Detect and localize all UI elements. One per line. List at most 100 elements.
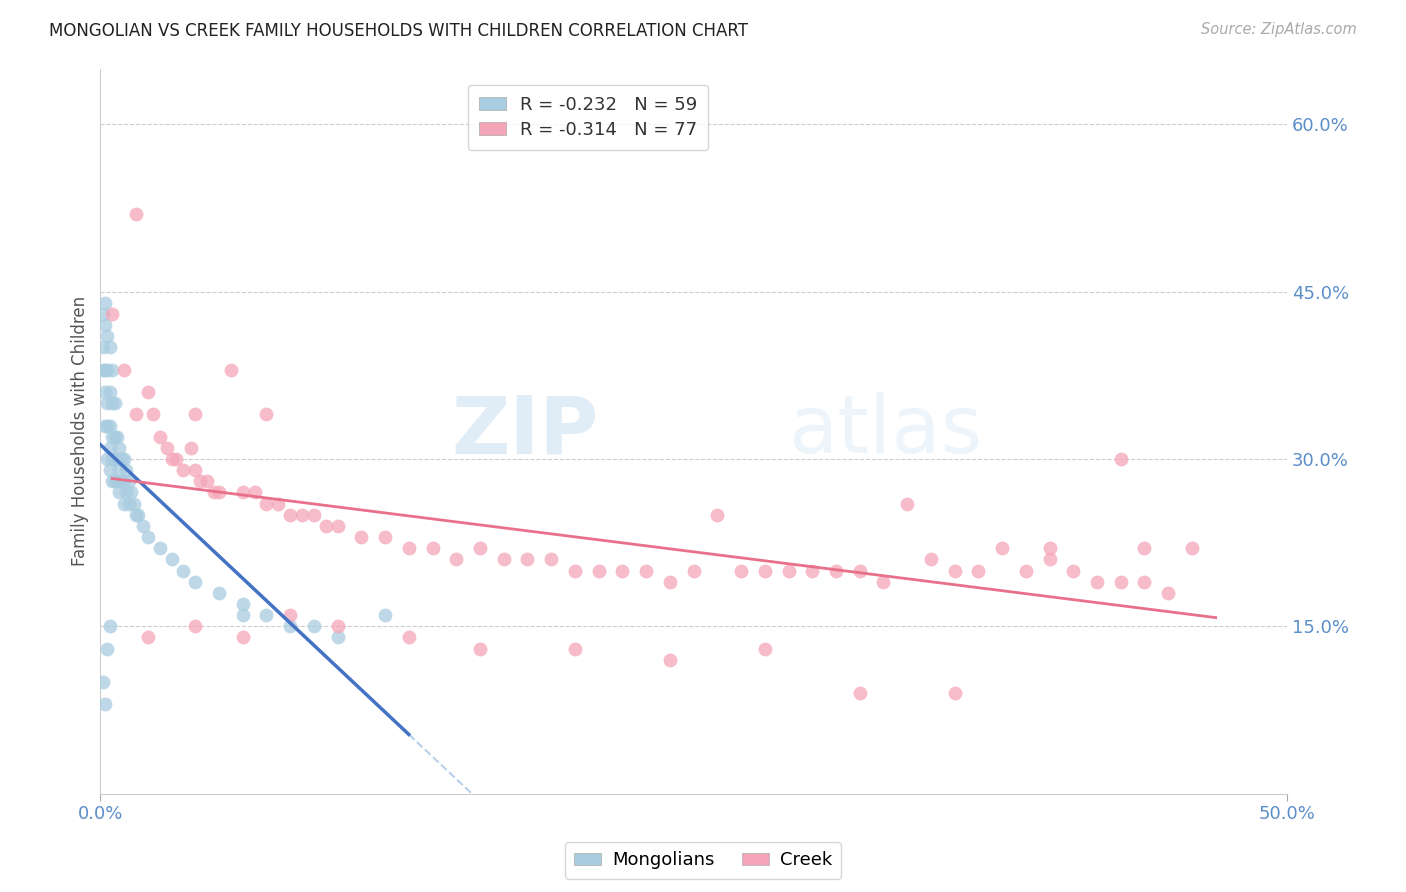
Point [115,485,138,500]
Point [98,463,121,477]
Point [149,541,172,556]
Point [658,574,681,589]
Y-axis label: Family Households with Children: Family Households with Children [72,296,89,566]
Point [302,619,325,633]
Point [180,441,202,455]
Point [267,497,290,511]
Point [1015,564,1038,578]
Point [103,475,125,489]
Point [398,541,420,556]
Point [896,497,918,511]
Point [291,508,314,522]
Point [105,475,128,489]
Point [165,452,187,467]
Text: ZIP: ZIP [451,392,599,470]
Point [111,475,134,489]
Point [256,497,278,511]
Point [612,564,634,578]
Point [94,318,117,332]
Point [706,508,728,522]
Point [105,430,128,444]
Point [943,686,966,700]
Point [184,463,207,477]
Point [398,631,420,645]
Point [1133,541,1156,556]
Point [588,564,610,578]
Point [149,430,172,444]
Point [943,564,966,578]
Point [98,619,121,633]
Point [991,541,1014,556]
Point [778,564,800,578]
Point [96,329,118,343]
Point [96,452,118,467]
Point [730,564,752,578]
Point [94,698,117,712]
Point [232,608,254,623]
Point [682,564,704,578]
Point [1062,564,1084,578]
Point [208,586,231,600]
Point [96,396,118,410]
Point [101,475,124,489]
Point [848,686,870,700]
Point [94,295,117,310]
Point [94,363,117,377]
Point [754,641,776,656]
Legend: R = -0.232   N = 59, R = -0.314   N = 77: R = -0.232 N = 59, R = -0.314 N = 77 [468,85,709,150]
Point [120,485,142,500]
Point [142,408,165,422]
Text: Source: ZipAtlas.com: Source: ZipAtlas.com [1201,22,1357,37]
Point [801,564,824,578]
Point [278,608,301,623]
Point [492,552,515,566]
Point [111,452,134,467]
Point [184,408,207,422]
Point [136,385,159,400]
Point [1038,552,1060,566]
Point [540,552,562,566]
Point [243,485,266,500]
Point [112,452,135,467]
Point [108,485,131,500]
Point [98,340,121,354]
Point [103,430,125,444]
Point [91,675,114,690]
Point [184,574,207,589]
Point [156,441,179,455]
Point [1109,574,1132,589]
Point [374,530,396,544]
Point [446,552,468,566]
Point [468,641,491,656]
Point [1181,541,1204,556]
Point [172,463,194,477]
Point [825,564,848,578]
Point [302,508,325,522]
Point [195,475,218,489]
Point [278,508,301,522]
Point [872,574,894,589]
Point [202,485,225,500]
Text: atlas: atlas [789,392,983,470]
Legend: Mongolians, Creek: Mongolians, Creek [565,842,841,879]
Point [208,485,231,500]
Point [122,497,145,511]
Point [232,597,254,611]
Point [1109,452,1132,467]
Point [232,631,254,645]
Point [468,541,491,556]
Point [350,530,373,544]
Point [564,641,586,656]
Point [1038,541,1060,556]
Point [101,307,124,321]
Point [564,564,586,578]
Point [98,441,121,455]
Point [112,497,135,511]
Point [326,519,349,533]
Point [127,508,149,522]
Point [118,497,141,511]
Point [101,363,124,377]
Point [160,552,183,566]
Point [108,463,131,477]
Point [96,418,118,433]
